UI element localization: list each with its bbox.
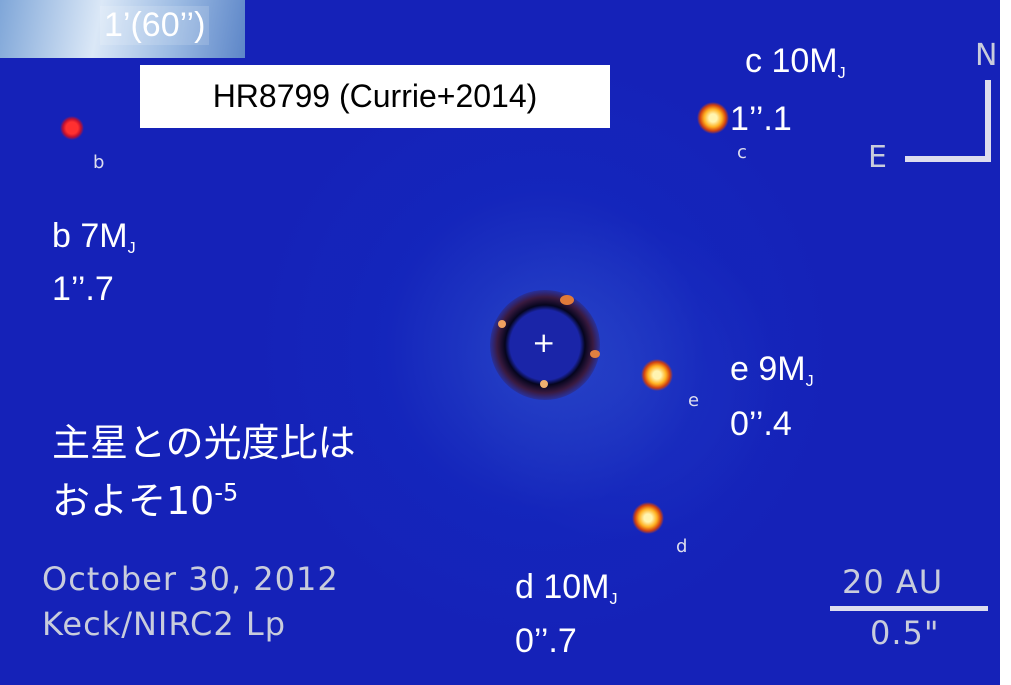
mass: b 7M	[52, 217, 128, 255]
planet-separation: 1’’.7	[52, 270, 114, 309]
speckle	[498, 320, 506, 328]
title: HR8799 (Currie+2014)	[140, 65, 610, 128]
mass-subscript: J	[838, 65, 846, 82]
observation-date: October 30, 2012	[42, 560, 339, 598]
scale-physical: 20 AU	[842, 563, 943, 601]
compass-east: E	[868, 140, 888, 175]
planet-c	[697, 102, 729, 134]
scale-angular: 0.5"	[870, 614, 940, 652]
instrument: Keck/NIRC2 Lp	[42, 605, 286, 643]
mass-subscript: J	[806, 373, 814, 390]
planet-separation: 0’’.7	[515, 622, 577, 661]
planet-marker: b	[93, 152, 104, 173]
speckle	[590, 350, 600, 358]
planet-e	[641, 359, 673, 391]
planet-marker: d	[676, 536, 687, 557]
planet-b	[60, 116, 84, 140]
planet-separation: 0’’.4	[730, 405, 792, 444]
contrast-note: およそ10-5	[52, 470, 238, 525]
body: 1’(60’’) HR8799 (Currie+2014) + b c e d …	[0, 0, 1011, 685]
star-marker: +	[532, 326, 555, 359]
compass-line	[905, 156, 991, 162]
mass: e 9M	[730, 350, 806, 388]
planet-mass: d 10MJ	[515, 568, 618, 609]
speckle	[560, 295, 574, 305]
mass-subscript: J	[128, 240, 136, 257]
planet-mass: c 10MJ	[745, 42, 846, 83]
planet-mass: e 9MJ	[730, 350, 814, 391]
planet-marker: c	[737, 142, 747, 163]
contrast-exponent: -5	[214, 478, 238, 506]
planet-d	[632, 502, 664, 534]
mass-subscript: J	[610, 591, 618, 608]
compass-line	[985, 80, 991, 162]
compass-north: N	[975, 38, 998, 73]
scale-bar	[830, 606, 988, 611]
mass: c 10M	[745, 42, 838, 80]
planet-separation: 1’’.1	[730, 100, 792, 139]
contrast-text: およそ10	[52, 479, 214, 523]
mass: d 10M	[515, 568, 610, 606]
planet-mass: b 7MJ	[52, 217, 136, 258]
planet-marker: e	[688, 390, 699, 411]
speckle	[540, 380, 548, 388]
page: {"scale_label": "1’(60’’)", "title": "HR…	[0, 0, 1011, 685]
scale-label: 1’(60’’)	[100, 6, 209, 45]
hr8799-image: 1’(60’’) HR8799 (Currie+2014) + b c e d …	[0, 0, 1000, 685]
contrast-note: 主星との光度比は	[52, 412, 356, 467]
